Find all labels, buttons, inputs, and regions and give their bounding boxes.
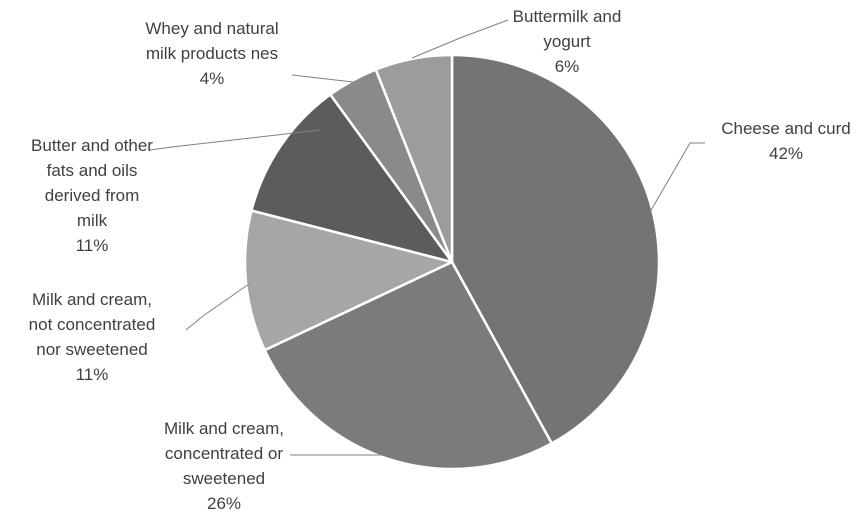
pie-slice-4 bbox=[250, 93, 454, 264]
leader-line-3 bbox=[185, 283, 250, 331]
pie-slice-1 bbox=[450, 53, 661, 445]
slice-label-1: Cheese and curd 42% bbox=[721, 119, 850, 163]
pie-slice-6 bbox=[374, 53, 454, 264]
slice-percent-1: 42% bbox=[769, 144, 803, 163]
slice-percent-2: 26% bbox=[207, 494, 241, 513]
slice-label-5: Whey and natural milk products nes 4% bbox=[145, 19, 278, 88]
slice-percent-6: 6% bbox=[555, 57, 580, 76]
slice-label-4: Butter and other fats and oils derived fro… bbox=[31, 136, 153, 255]
pie-slice-3 bbox=[243, 209, 454, 352]
slice-label-2: Milk and cream, concentrated or sweetened 2… bbox=[164, 419, 284, 513]
slice-label-6: Buttermilk and yogurt 6% bbox=[513, 7, 622, 76]
slice-percent-4: 11% bbox=[76, 236, 109, 255]
slice-label-3: Milk and cream, not concentrated nor sweet… bbox=[29, 290, 156, 384]
slice-percent-3: 11% bbox=[76, 365, 109, 384]
leader-line-4 bbox=[149, 129, 321, 151]
leader-line-6 bbox=[411, 19, 509, 59]
leader-line-5 bbox=[291, 74, 354, 83]
slice-percent-5: 4% bbox=[200, 69, 225, 88]
pie-slice-2 bbox=[263, 260, 553, 471]
leader-line-1 bbox=[649, 142, 705, 213]
